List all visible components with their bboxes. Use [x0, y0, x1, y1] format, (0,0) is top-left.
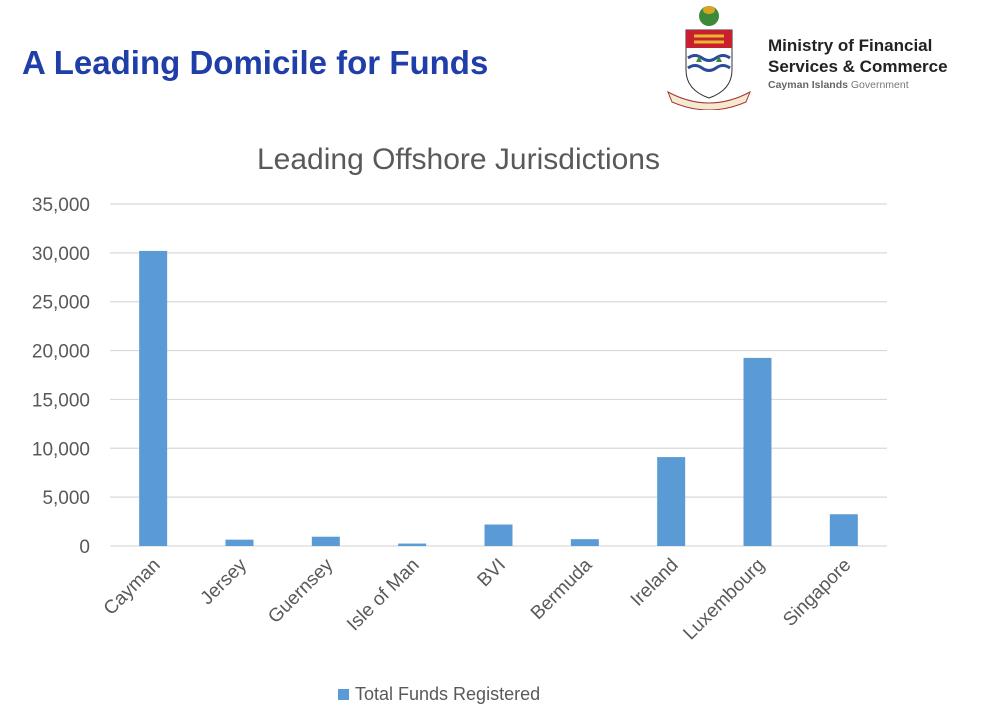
x-tick-label: Isle of Man: [343, 555, 424, 636]
cayman-coat-of-arms-logo: [667, 6, 751, 110]
ministry-name-line2: Services & Commerce: [768, 57, 948, 76]
x-tick-label: Jersey: [197, 554, 252, 609]
bar-singapore: [829, 514, 858, 546]
slide-title: A Leading Domicile for Funds: [22, 44, 489, 81]
legend-label: Total Funds Registered: [355, 684, 541, 704]
bar-isle-of-man: [398, 543, 427, 546]
y-tick-label: 5,000: [42, 488, 90, 509]
y-tick-label: 30,000: [32, 244, 90, 265]
x-tick-label: Cayman: [100, 555, 165, 620]
bar-jersey: [225, 539, 254, 546]
x-tick-label: Guernsey: [264, 554, 337, 627]
government-label: Cayman Islands Government: [768, 79, 909, 91]
bar-bermuda: [570, 539, 599, 546]
bar-luxembourg: [743, 357, 772, 546]
bar-cayman: [139, 250, 168, 546]
x-tick-label: Singapore: [779, 555, 855, 631]
bar-ireland: [657, 457, 686, 546]
chart-title: Leading Offshore Jurisdictions: [256, 143, 660, 176]
bar-bvi: [484, 524, 513, 546]
bar-guernsey: [311, 536, 340, 546]
y-tick-label: 20,000: [32, 342, 90, 363]
x-tick-label: BVI: [474, 555, 511, 592]
legend: Total Funds Registered: [338, 684, 540, 705]
ministry-name-line1: Ministry of Financial: [768, 36, 933, 55]
legend-swatch: [338, 689, 349, 700]
y-tick-label: 0: [79, 537, 90, 558]
y-tick-label: 10,000: [32, 439, 90, 460]
ministry-branding: Ministry of Financial Services & Commerc…: [768, 35, 948, 91]
y-tick-label: 25,000: [32, 293, 90, 314]
y-tick-label: 15,000: [32, 390, 90, 411]
x-tick-label: Bermuda: [527, 554, 597, 624]
x-tick-label: Ireland: [627, 555, 683, 611]
y-tick-label: 35,000: [32, 195, 90, 216]
x-tick-label: Luxembourg: [679, 555, 769, 645]
